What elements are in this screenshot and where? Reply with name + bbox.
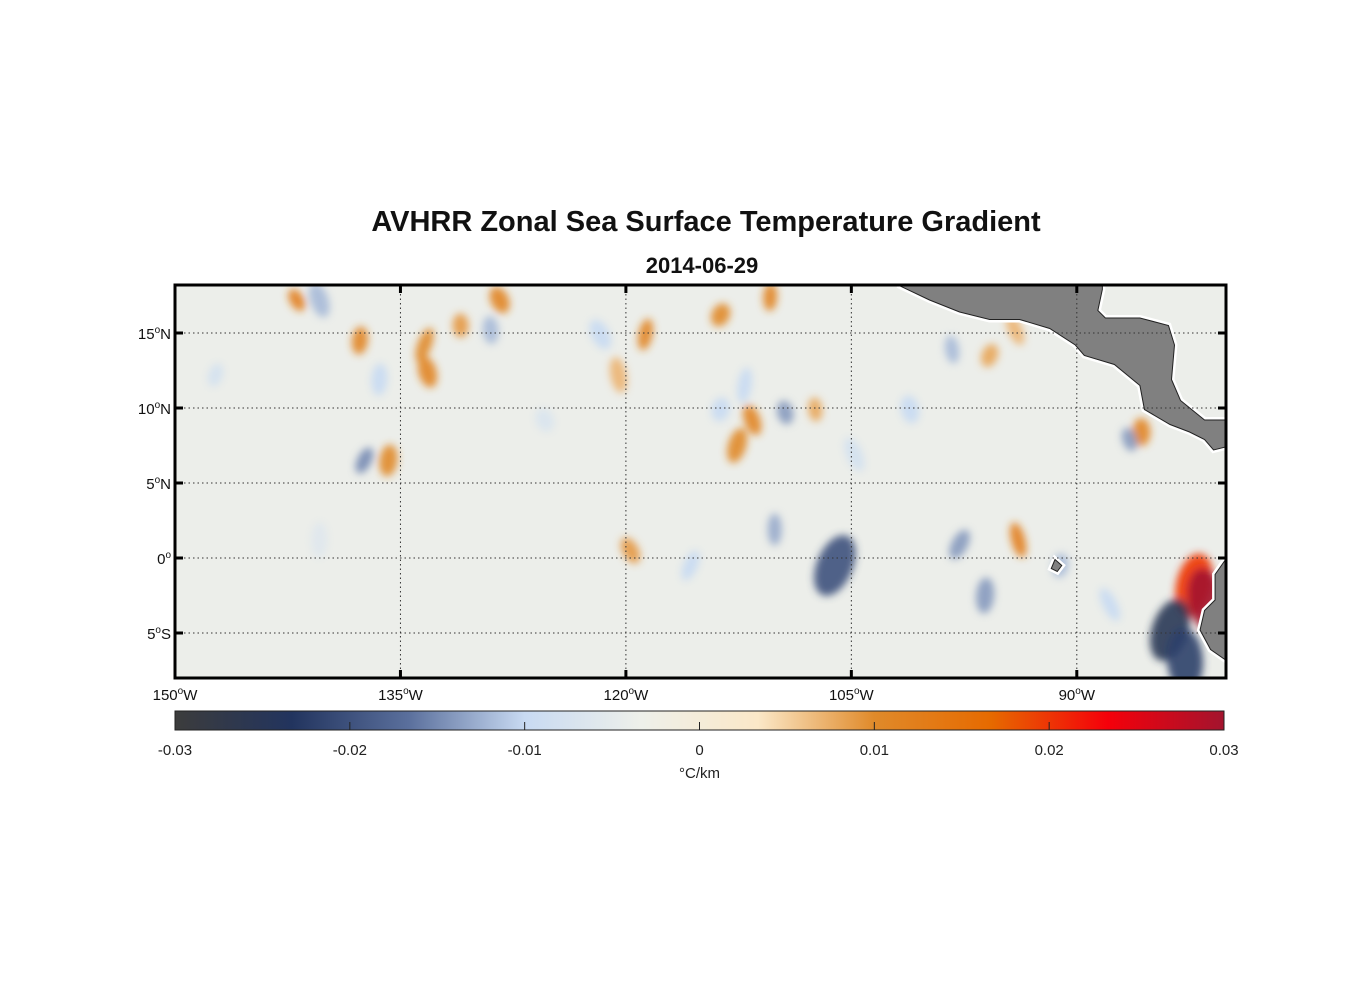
degree-symbol: o	[155, 625, 161, 636]
hemisphere: S	[161, 626, 171, 643]
gradient-feature	[737, 367, 753, 404]
degree-symbol: o	[1075, 686, 1081, 697]
gradient-feature	[900, 395, 920, 424]
degree-symbol: o	[155, 325, 161, 336]
gradient-feature	[980, 343, 999, 368]
gradient-feature	[311, 522, 328, 558]
lat-tick-label: 10oN	[138, 400, 171, 418]
gradient-feature	[1132, 418, 1151, 446]
lat-tick-label: 15oN	[138, 325, 171, 343]
lon-value: 120	[604, 687, 629, 704]
gradient-feature	[207, 363, 224, 387]
hemisphere: W	[634, 687, 649, 704]
colorbar-tick-label: 0	[695, 742, 703, 759]
lat-tick-label: 5oS	[147, 625, 171, 643]
lat-value: 5	[146, 476, 154, 493]
gradient-feature	[415, 328, 434, 362]
colorbar-tick-label: -0.01	[508, 742, 542, 759]
degree-symbol: o	[165, 550, 171, 561]
gradient-feature	[949, 529, 970, 560]
lon-value: 150	[153, 687, 178, 704]
colorbar-tick-label: -0.02	[333, 742, 367, 759]
lon-tick-label: 90oW	[1059, 686, 1096, 704]
degree-symbol: o	[155, 400, 161, 411]
land-mass	[1199, 558, 1226, 661]
degree-symbol: o	[629, 686, 635, 697]
lat-value: 0	[157, 551, 165, 568]
lon-value: 90	[1059, 687, 1076, 704]
hemisphere: W	[1081, 687, 1096, 704]
gradient-feature	[371, 363, 388, 396]
lat-value: 5	[147, 626, 155, 643]
chart-subtitle: 2014-06-29	[645, 253, 759, 278]
degree-symbol: o	[854, 686, 860, 697]
gradient-feature	[489, 286, 510, 314]
gradient-feature	[776, 400, 794, 425]
ocean-background	[175, 285, 1226, 678]
degree-symbol: o	[403, 686, 409, 697]
lon-tick-label: 120oW	[604, 686, 650, 704]
gradient-feature	[976, 577, 995, 614]
gradient-feature	[379, 444, 398, 477]
gradient-feature	[844, 437, 865, 472]
hemisphere: N	[160, 401, 171, 418]
gradient-feature	[355, 447, 374, 474]
gradient-feature	[589, 319, 612, 350]
degree-symbol: o	[155, 475, 161, 486]
gradient-feature	[637, 318, 654, 351]
gradient-feature	[814, 535, 856, 596]
chart-title: AVHRR Zonal Sea Surface Temperature Grad…	[371, 206, 1041, 238]
hemisphere: N	[160, 326, 171, 343]
gradient-feature	[710, 303, 731, 327]
lat-value: 10	[138, 401, 155, 418]
lat-value: 15	[138, 326, 155, 343]
colorbar-unit-label: °C/km	[679, 765, 720, 782]
lon-value: 135	[378, 687, 403, 704]
gradient-feature	[351, 326, 368, 355]
gradient-feature	[1121, 427, 1138, 452]
gradient-feature	[727, 428, 748, 463]
gradient-feature	[763, 285, 778, 311]
land-mass	[897, 285, 1226, 451]
colorbar-tick-label: 0.01	[860, 742, 889, 759]
gradient-feature	[681, 550, 700, 581]
gradient-feature	[1006, 315, 1025, 345]
colorbar-tick-label: 0.03	[1209, 742, 1238, 759]
colorbar-tick-label: 0.02	[1035, 742, 1064, 759]
gradient-feature	[609, 357, 627, 393]
degree-symbol: o	[178, 686, 184, 697]
gradient-feature	[308, 285, 330, 318]
map-frame	[173, 283, 1228, 680]
gradient-feature	[808, 397, 823, 422]
hemisphere: N	[160, 476, 171, 493]
land-mass	[1050, 558, 1063, 573]
gradient-feature	[742, 404, 762, 436]
lon-tick-label: 135oW	[378, 686, 424, 704]
gradient-feature	[1099, 588, 1121, 621]
lat-tick-label: 0o	[157, 550, 171, 568]
gradient-feature	[767, 513, 782, 546]
hemisphere: W	[409, 687, 424, 704]
lon-value: 105	[829, 687, 854, 704]
lat-tick-label: 5oN	[146, 475, 171, 493]
colorbar-tick-label: -0.03	[158, 742, 192, 759]
gradient-feature	[1009, 522, 1027, 558]
gradient-feature	[288, 289, 306, 311]
gradient-feature	[417, 356, 438, 388]
lon-tick-label: 105oW	[829, 686, 875, 704]
gradient-feature	[482, 316, 499, 344]
gradient-feature	[711, 397, 730, 422]
gradient-feature	[452, 313, 469, 338]
gradient-feature	[944, 335, 960, 364]
gradient-feature	[1166, 628, 1204, 678]
hemisphere: W	[183, 687, 198, 704]
gradient-feature	[535, 408, 555, 432]
lon-tick-label: 150oW	[153, 686, 199, 704]
hemisphere: W	[860, 687, 875, 704]
gradient-features	[207, 285, 1225, 678]
gradient-feature	[620, 537, 641, 564]
